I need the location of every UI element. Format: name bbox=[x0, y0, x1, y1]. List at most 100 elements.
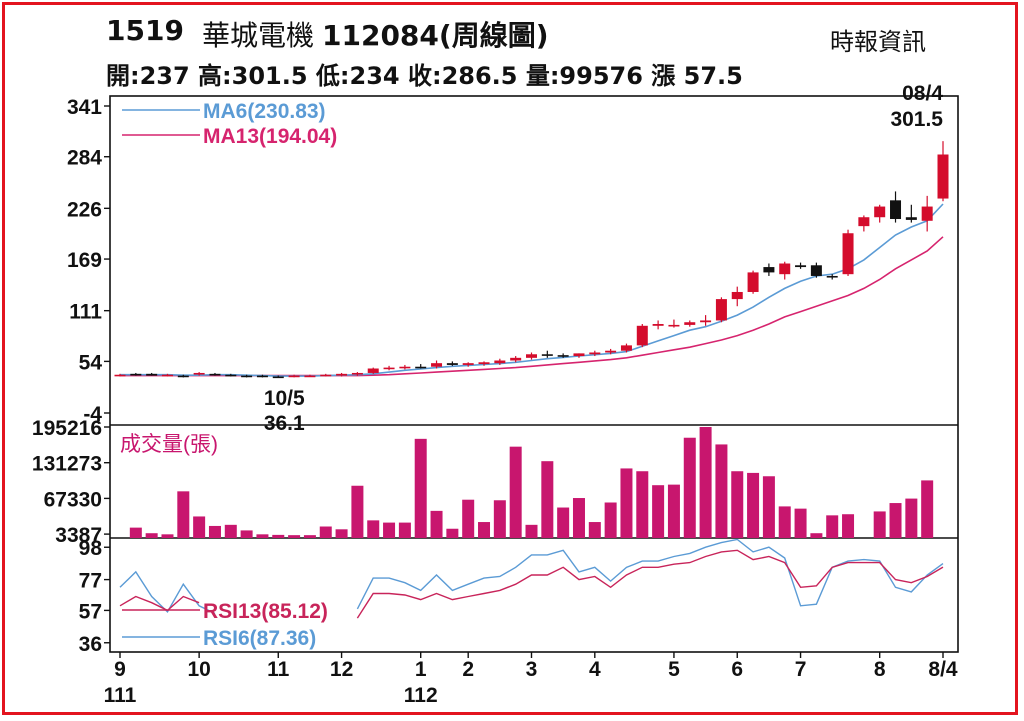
volume-bar bbox=[794, 508, 807, 538]
x-tick-label: 7 bbox=[795, 658, 807, 681]
x-tick-label: 9 bbox=[114, 658, 126, 681]
candle-body bbox=[921, 206, 933, 221]
candle-body bbox=[431, 363, 443, 367]
candle-body bbox=[383, 367, 395, 370]
chart-date-title: 112084(周線圖) bbox=[322, 19, 549, 52]
candle-body bbox=[130, 373, 142, 376]
volume-tick-label: 3387 bbox=[55, 524, 102, 547]
candle-body bbox=[795, 265, 807, 268]
volume-bar bbox=[383, 522, 396, 538]
x-tick-label: 4 bbox=[589, 658, 601, 681]
candle-body bbox=[367, 368, 379, 373]
rsi13-line bbox=[356, 549, 944, 619]
x-tick-label: 11 bbox=[267, 658, 290, 681]
candle-body bbox=[177, 375, 189, 378]
volume-bar bbox=[367, 520, 380, 538]
volume-bar bbox=[905, 498, 918, 538]
candle-body bbox=[747, 272, 759, 292]
candle-body bbox=[700, 320, 712, 323]
candle-body bbox=[842, 233, 854, 275]
price-tick-label: 284 bbox=[67, 147, 102, 170]
volume-bar bbox=[177, 491, 190, 538]
volume-bar bbox=[921, 480, 934, 538]
x-tick-label: 8 bbox=[874, 658, 886, 681]
candle-body bbox=[446, 363, 458, 365]
data-source: 時報資訊 bbox=[830, 28, 926, 56]
rsi-legend-label: RSI6(87.36) bbox=[203, 627, 316, 650]
volume-bar bbox=[620, 468, 633, 538]
high-date-annotation: 08/4 bbox=[902, 82, 943, 105]
candle-body bbox=[620, 345, 632, 351]
ma-legend-label: MA13(194.04) bbox=[203, 125, 337, 148]
candle-body bbox=[209, 373, 221, 376]
high-value-annotation: 301.5 bbox=[890, 108, 943, 131]
price-tick-label: 54 bbox=[79, 351, 103, 374]
candle-body bbox=[684, 322, 696, 325]
candle-body bbox=[304, 375, 316, 378]
rsi6-line bbox=[356, 538, 944, 610]
volume-bar bbox=[509, 446, 522, 538]
rsi-tick-label: 36 bbox=[79, 633, 102, 656]
plot-border bbox=[109, 95, 959, 653]
candle-body bbox=[573, 353, 585, 357]
x-tick-label: 2 bbox=[462, 658, 474, 681]
volume-bar bbox=[272, 534, 285, 538]
stock-name: 華城電機 bbox=[202, 19, 315, 52]
volume-bar bbox=[667, 484, 680, 538]
volume-bar bbox=[588, 522, 601, 538]
candle-body bbox=[225, 374, 237, 377]
rsi-tick-label: 77 bbox=[79, 570, 102, 593]
volume-bar bbox=[303, 535, 316, 538]
candle-body bbox=[510, 357, 522, 361]
volume-bar bbox=[493, 500, 506, 538]
volume-bar bbox=[224, 524, 237, 538]
candle-body bbox=[557, 355, 569, 357]
candle-body bbox=[146, 373, 158, 376]
volume-bar bbox=[525, 524, 538, 538]
x-year-label: 111 bbox=[104, 684, 137, 707]
volume-bar bbox=[240, 530, 253, 538]
rsi6-line bbox=[119, 570, 216, 615]
volume-bar bbox=[446, 528, 459, 538]
ma-legend-label: MA6(230.83) bbox=[203, 100, 326, 123]
candle-body bbox=[715, 299, 727, 321]
candle-body bbox=[526, 354, 537, 358]
price-tick-label: -4 bbox=[83, 403, 102, 426]
x-tick-label: 6 bbox=[731, 658, 743, 681]
volume-bar bbox=[572, 498, 585, 538]
volume-bar bbox=[636, 471, 649, 538]
rsi-tick-label: 98 bbox=[79, 537, 103, 560]
volume-bar bbox=[129, 527, 142, 538]
rsi-tick-label: 57 bbox=[79, 600, 102, 623]
candle-body bbox=[763, 267, 775, 273]
x-tick-label: 10 bbox=[187, 658, 210, 681]
x-tick-label: 12 bbox=[330, 658, 353, 681]
candle-body bbox=[636, 325, 648, 346]
candle-body bbox=[272, 376, 284, 379]
volume-bar bbox=[414, 438, 427, 538]
x-tick-label: 1 bbox=[415, 658, 427, 681]
candle-body bbox=[937, 154, 949, 199]
volume-label: 成交量(張) bbox=[120, 433, 218, 456]
volume-bar bbox=[335, 529, 348, 538]
volume-bar bbox=[762, 476, 775, 538]
x-tick-label: 8/4 bbox=[928, 658, 958, 681]
volume-bar bbox=[778, 506, 791, 538]
volume-bar bbox=[193, 516, 206, 538]
low-value-annotation: 36.1 bbox=[264, 412, 305, 435]
volume-bar bbox=[889, 503, 902, 538]
price-tick-label: 341 bbox=[67, 96, 102, 119]
volume-bar bbox=[557, 507, 570, 538]
candle-body bbox=[288, 375, 300, 378]
low-date-annotation: 10/5 bbox=[264, 387, 305, 410]
candle-body bbox=[478, 362, 490, 365]
volume-bar bbox=[842, 514, 855, 538]
volume-bar bbox=[810, 533, 823, 538]
x-tick-label: 3 bbox=[526, 658, 538, 681]
volume-bar bbox=[398, 522, 411, 538]
candle-body bbox=[336, 373, 348, 376]
candle-body bbox=[731, 291, 743, 300]
volume-bar bbox=[715, 444, 728, 538]
volume-bar bbox=[826, 515, 839, 538]
